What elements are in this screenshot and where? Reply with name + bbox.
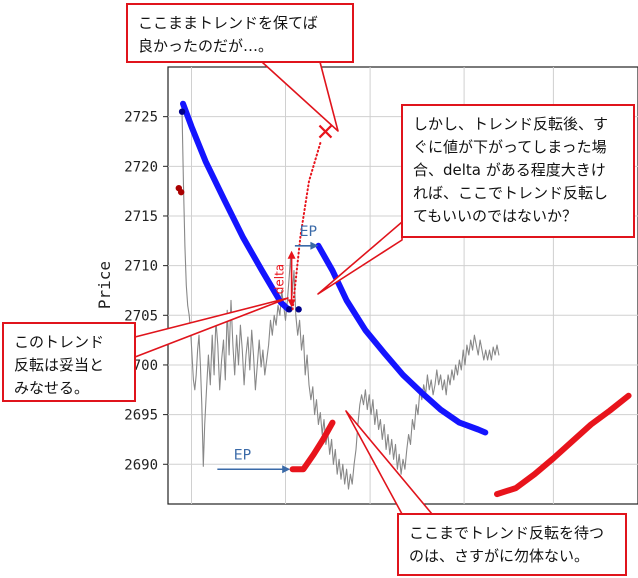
y-tick-label: 2725 — [124, 110, 158, 126]
y-tick-label: 2715 — [124, 209, 158, 225]
y-tick-label: 2705 — [124, 308, 158, 324]
callout-too-late: ここまでトレンド反転を待つ のは、さすがに勿体ない。 — [397, 513, 627, 576]
series-blue-trend-1 — [180, 100, 292, 313]
ep-label: EP — [300, 224, 317, 240]
y-tick-label: 2695 — [124, 408, 158, 424]
series-layer — [175, 100, 632, 498]
x-mark — [318, 124, 333, 139]
marker-dot — [177, 188, 185, 196]
grid — [168, 67, 638, 504]
series-red-trend-1 — [289, 419, 336, 473]
callout-valid-reversal: このトレンド 反転は妥当と みなせる。 — [2, 322, 136, 402]
hypothetical-path — [291, 140, 322, 311]
series-blue-trend-2 — [315, 242, 489, 436]
delta-label: delta — [273, 264, 287, 294]
callout-trend-kept: ここままトレンドを保てば 良かったのだが…。 — [126, 3, 354, 63]
callout-delta-question: しかし、トレンド反転後、す ぐに値が下がってしまった場 合、delta がある程… — [401, 104, 635, 238]
marker-dot — [178, 108, 186, 115]
delta-arrow-head-bottom — [287, 299, 296, 308]
marker-dot — [286, 306, 293, 313]
marker-dot — [295, 306, 302, 313]
ep-arrow-head — [282, 465, 291, 474]
price-line — [181, 114, 500, 490]
annotation-layer: EP EP delta — [217, 124, 333, 474]
ep-label: EP — [234, 447, 251, 463]
y-tick-label: 2710 — [124, 259, 158, 275]
y-axis-label: Price — [95, 261, 114, 309]
y-tick-label: 2720 — [124, 159, 158, 175]
ep-arrow-head — [310, 241, 319, 250]
series-red-trend-2 — [494, 392, 632, 498]
delta-arrow-head-top — [287, 250, 296, 259]
y-tick-label: 2690 — [124, 457, 158, 473]
